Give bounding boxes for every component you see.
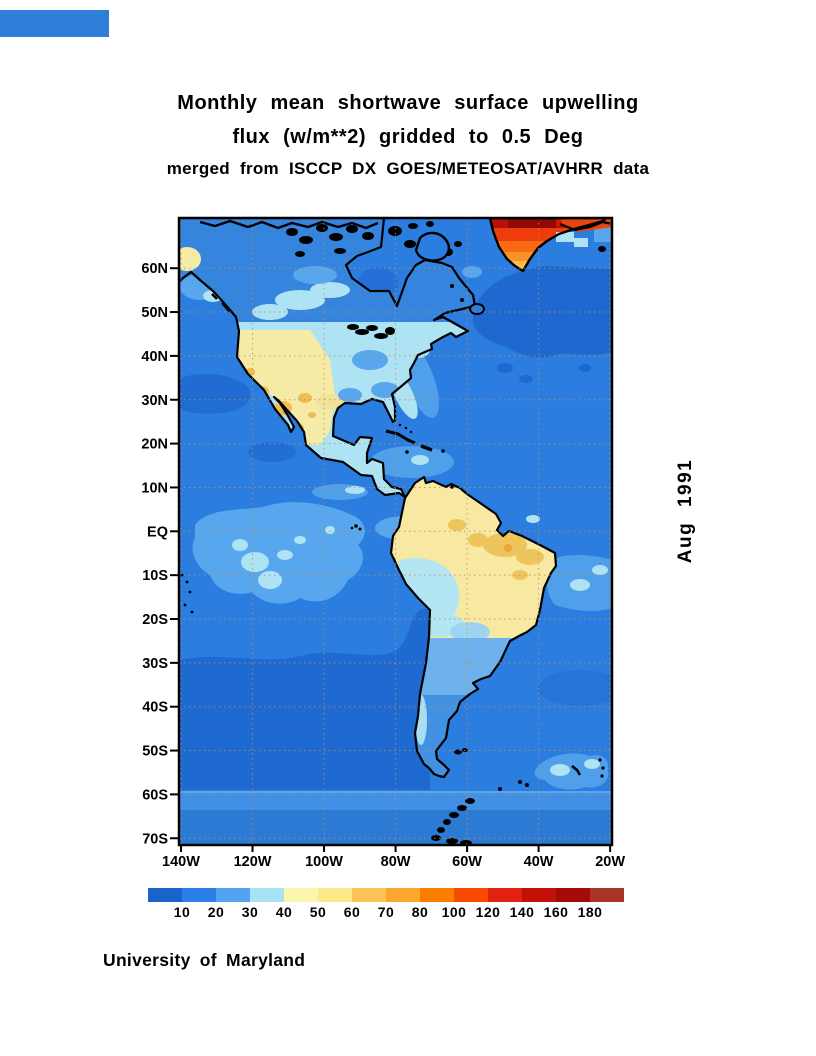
lon-label: 20W (595, 854, 625, 870)
title-line-2: flux (w/m**2) gridded to 0.5 Deg (232, 126, 584, 148)
lon-label: 80W (381, 854, 411, 870)
colorbar-tick-label: 160 (543, 904, 569, 920)
colorbar-tick-label: 50 (309, 904, 327, 920)
lat-label: 60S (142, 787, 168, 803)
colorbar-segment (250, 888, 284, 902)
colorbar-tick-label: 70 (377, 904, 395, 920)
lat-label: 40N (141, 349, 168, 365)
colorbar-swatches (148, 888, 624, 902)
colorbar-segment (386, 888, 420, 902)
colorbar-tick-label: 140 (509, 904, 535, 920)
colorbar-segment (284, 888, 318, 902)
lat-label: 50S (142, 744, 168, 760)
lat-label: 30S (142, 656, 168, 672)
colorbar-tick-label: 20 (207, 904, 225, 920)
colorbar-tick-labels: 10 20 30 40 50 60 70 80 100 120 140 160 180 (148, 904, 624, 924)
colorbar-segment (182, 888, 216, 902)
lat-label: 10N (141, 480, 168, 496)
colorbar-segment (556, 888, 590, 902)
lat-label: 60N (141, 261, 168, 277)
colorbar-tick-label: 80 (411, 904, 429, 920)
lon-label: 140W (162, 854, 200, 870)
colorbar-tick-label: 100 (441, 904, 467, 920)
graticule-gridlines (179, 218, 612, 845)
lat-label: EQ (147, 524, 168, 540)
lon-label: 60W (452, 854, 482, 870)
colorbar-tick-label: 10 (173, 904, 191, 920)
colorbar-segment (522, 888, 556, 902)
lon-label: 40W (524, 854, 554, 870)
lat-label: 50N (141, 305, 168, 321)
lat-label: 20S (142, 612, 168, 628)
colorbar-segment (590, 888, 624, 902)
colorbar-tick-label: 30 (241, 904, 259, 920)
credit-text: University of Maryland (103, 950, 306, 970)
title-line-3: merged from ISCCP DX GOES/METEOSAT/AVHRR… (166, 159, 650, 178)
lat-label: 70S (142, 831, 168, 847)
colorbar-segment (148, 888, 182, 902)
colorbar-segment (454, 888, 488, 902)
colorbar-tick-label: 40 (275, 904, 293, 920)
colorbar-segment (488, 888, 522, 902)
colorbar-segment (420, 888, 454, 902)
lat-label: 10S (142, 568, 168, 584)
top-left-blue-bar (0, 10, 109, 37)
colorbar-tick-label: 180 (577, 904, 603, 920)
lat-label: 40S (142, 700, 168, 716)
islands-and-coasts (180, 219, 606, 845)
lat-label: 20N (141, 437, 168, 453)
colorbar-tick-label: 120 (475, 904, 501, 920)
axes: 60N 50N 40N 30N 20N 10N EQ 10S 20S 30S 40S 50S 60S 70… (141, 261, 625, 870)
title-line-1: Monthly mean shortwave surface upwelling (177, 92, 639, 114)
lon-label: 100W (305, 854, 343, 870)
figure-title: Monthly mean shortwave surface upwelling… (0, 86, 816, 184)
colorbar-legend: 10 20 30 40 50 60 70 80 100 120 140 160 180 (148, 888, 624, 928)
map-interior (179, 218, 612, 845)
lat-label: 30N (141, 393, 168, 409)
date-side-label: Aug 1991 (675, 458, 696, 564)
colorbar-segment (352, 888, 386, 902)
colorbar-tick-label: 60 (343, 904, 361, 920)
colorbar-segment (216, 888, 250, 902)
lon-label: 120W (234, 854, 272, 870)
colorbar-segment (318, 888, 352, 902)
